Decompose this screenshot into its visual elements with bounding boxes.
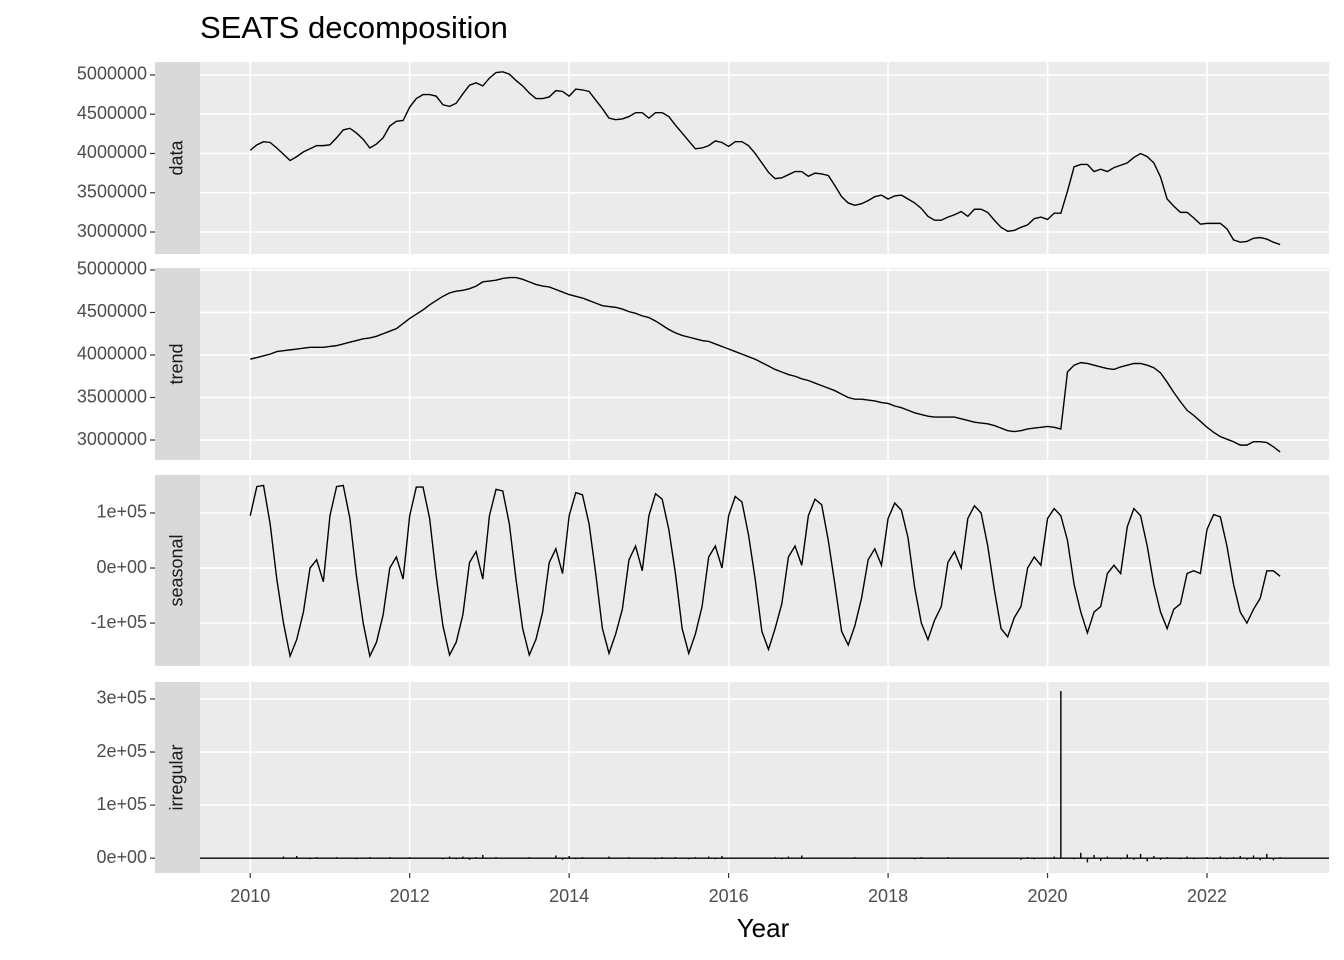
x-axis-label: Year (737, 913, 790, 943)
y-tick-label: 4500000 (77, 103, 147, 123)
y-tick-label: 4500000 (77, 301, 147, 321)
y-tick-label: 3500000 (77, 181, 147, 201)
panel-background (200, 62, 1329, 254)
y-tick-label: 3500000 (77, 386, 147, 406)
strip-background (155, 475, 200, 666)
x-tick-label: 2016 (709, 886, 749, 906)
line-series (250, 276, 1281, 453)
y-tick-label: 3000000 (77, 221, 147, 241)
strip-background (155, 682, 200, 873)
y-tick-label: 1e+05 (96, 794, 147, 814)
y-tick-label: 2e+05 (96, 741, 147, 761)
y-tick-label: 3000000 (77, 429, 147, 449)
panel-background (200, 682, 1329, 873)
strip-label: trend (166, 343, 186, 384)
strip-label: seasonal (166, 534, 186, 606)
strip-label: data (166, 140, 186, 176)
y-tick-label: 3e+05 (96, 688, 147, 708)
x-tick-label: 2020 (1028, 886, 1068, 906)
y-tick-label: 0e+00 (96, 557, 147, 577)
panel-background (200, 475, 1329, 666)
y-tick-label: 5000000 (77, 259, 147, 279)
strip-background (155, 268, 200, 460)
y-tick-label: 4000000 (77, 142, 147, 162)
x-tick-label: 2012 (390, 886, 430, 906)
strip-background (155, 62, 200, 254)
y-tick-label: 0e+00 (96, 847, 147, 867)
line-series (249, 484, 1281, 659)
x-tick-label: 2014 (549, 886, 589, 906)
x-tick-label: 2022 (1187, 886, 1227, 906)
chart-title: SEATS decomposition (200, 10, 508, 45)
x-tick-label: 2010 (230, 886, 270, 906)
y-tick-label: 5000000 (77, 64, 147, 84)
line-series (249, 71, 1281, 246)
y-tick-label: -1e+05 (90, 612, 147, 632)
x-tick-label: 2018 (868, 886, 908, 906)
strip-label: irregular (166, 744, 186, 810)
y-tick-label: 4000000 (77, 344, 147, 364)
y-tick-label: 1e+05 (96, 502, 147, 522)
